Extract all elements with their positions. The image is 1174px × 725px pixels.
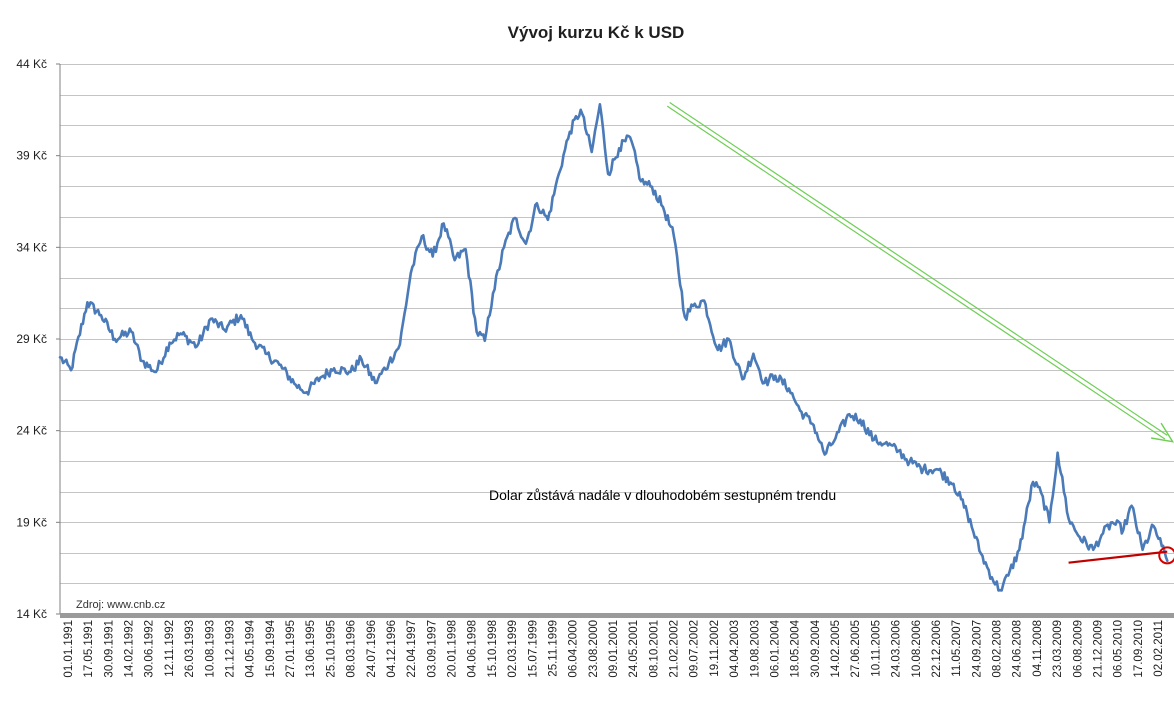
x-tick-label: 22.12.2006 [931,620,943,678]
x-tick-label: 15.10.1998 [487,620,499,678]
y-tick-label: 19 Kč [16,515,47,529]
y-tick-label: 34 Kč [16,240,47,254]
x-tick-label: 02.03.1999 [507,620,519,678]
x-tick-label: 21.12.1993 [225,620,237,678]
y-tick-label: 44 Kč [16,57,47,71]
x-tick-label: 06.01.2004 [770,619,782,677]
x-tick-label: 30.09.1991 [103,620,115,678]
x-tick-label: 19.11.2002 [709,620,721,677]
usd-czk-series-line [58,103,1169,592]
source-note: Zdroj: www.cnb.cz [76,599,165,611]
x-tick-label: 30.06.1992 [144,620,156,678]
x-tick-label: 21.12.2009 [1092,620,1104,678]
x-tick-label: 24.09.2007 [971,620,983,678]
x-tick-label: 30.09.2004 [810,619,822,677]
x-tick-label: 06.05.2010 [1113,620,1125,678]
x-tick-label: 15.09.1994 [265,619,277,677]
x-tick-label: 27.06.2005 [850,620,862,678]
y-tick-label: 39 Kč [16,149,47,163]
x-tick-label: 08.10.2001 [648,620,660,678]
support-trend-line [1068,550,1168,564]
x-tick-label: 11.05.2007 [951,620,963,677]
chart-title: Vývoj kurzu Kč k USD [508,23,685,42]
trend-annotation: Dolar zůstává nadále v dlouhodobém sestu… [489,487,836,503]
x-tick-label: 15.07.1999 [527,620,539,678]
x-tick-label: 06.08.2009 [1072,620,1084,678]
x-tick-label: 08.02.2008 [992,620,1004,678]
x-tick-label: 04.06.1998 [467,620,479,678]
x-tick-label: 02.02.2011 [1153,620,1165,677]
x-tick-label: 25.10.1995 [325,620,337,678]
x-tick-label: 13.06.1995 [305,620,317,678]
highlight-circle [1158,546,1174,565]
gridlines [60,64,1174,584]
x-tick-label: 17.05.1991 [83,620,95,678]
x-tick-label: 18.05.2004 [790,619,802,677]
x-tick-label: 24.07.1996 [366,620,378,678]
x-tick-label: 10.11.2005 [870,620,882,677]
x-tick-label: 04.04.2003 [729,620,741,678]
trend-arrow-stroke [669,102,1168,436]
x-tick-label: 25.11.1999 [547,620,559,677]
x-axis-bar [60,613,1174,618]
y-tick-label: 29 Kč [16,332,47,346]
x-tick-label: 14.02.2005 [830,620,842,678]
x-tick-label: 19.08.2003 [749,620,761,678]
x-tick-label: 26.03.1993 [184,620,196,678]
x-tick-label: 23.03.2009 [1052,620,1064,678]
x-tick-label: 01.01.1991 [63,620,75,678]
x-tick-label: 24.05.2001 [628,620,640,678]
downtrend-arrow [666,102,1174,443]
x-tick-label: 10.08.2006 [911,620,923,678]
x-tick-label: 24.06.2008 [1012,620,1024,678]
x-tick-label: 09.01.2001 [608,620,620,678]
x-tick-label: 09.07.2002 [689,620,701,678]
y-axis-ticks: 44 Kč 39 Kč 34 Kč 29 Kč 24 Kč 19 Kč 14 Kč [16,57,60,621]
x-tick-label: 04.11.2008 [1032,620,1044,677]
x-tick-label: 08.03.1996 [346,620,358,678]
y-tick-label: 24 Kč [16,424,47,438]
trend-arrow-stroke [666,105,1166,440]
x-axis-ticks: 01.01.1991 17.05.1991 30.09.1991 14.02.1992… [63,619,1165,677]
y-tick-label: 14 Kč [16,607,47,621]
x-tick-label: 20.01.1998 [447,620,459,678]
x-tick-label: 22.04.1997 [406,620,418,678]
x-tick-label: 06.04.2000 [568,620,580,678]
x-tick-label: 27.01.1995 [285,620,297,678]
x-tick-label: 23.08.2000 [588,620,600,678]
x-tick-label: 14.02.1992 [124,620,136,678]
trend-arrow-head [1150,422,1174,443]
x-tick-label: 17.09.2010 [1133,620,1145,678]
x-tick-label: 21.02.2002 [669,620,681,678]
x-tick-label: 24.03.2006 [891,620,903,678]
x-tick-label: 04.05.1994 [245,619,257,677]
x-tick-label: 12.11.1992 [164,620,176,677]
x-tick-label: 10.08.1993 [204,620,216,678]
x-tick-label: 04.12.1996 [386,620,398,678]
x-tick-label: 03.09.1997 [426,620,438,678]
